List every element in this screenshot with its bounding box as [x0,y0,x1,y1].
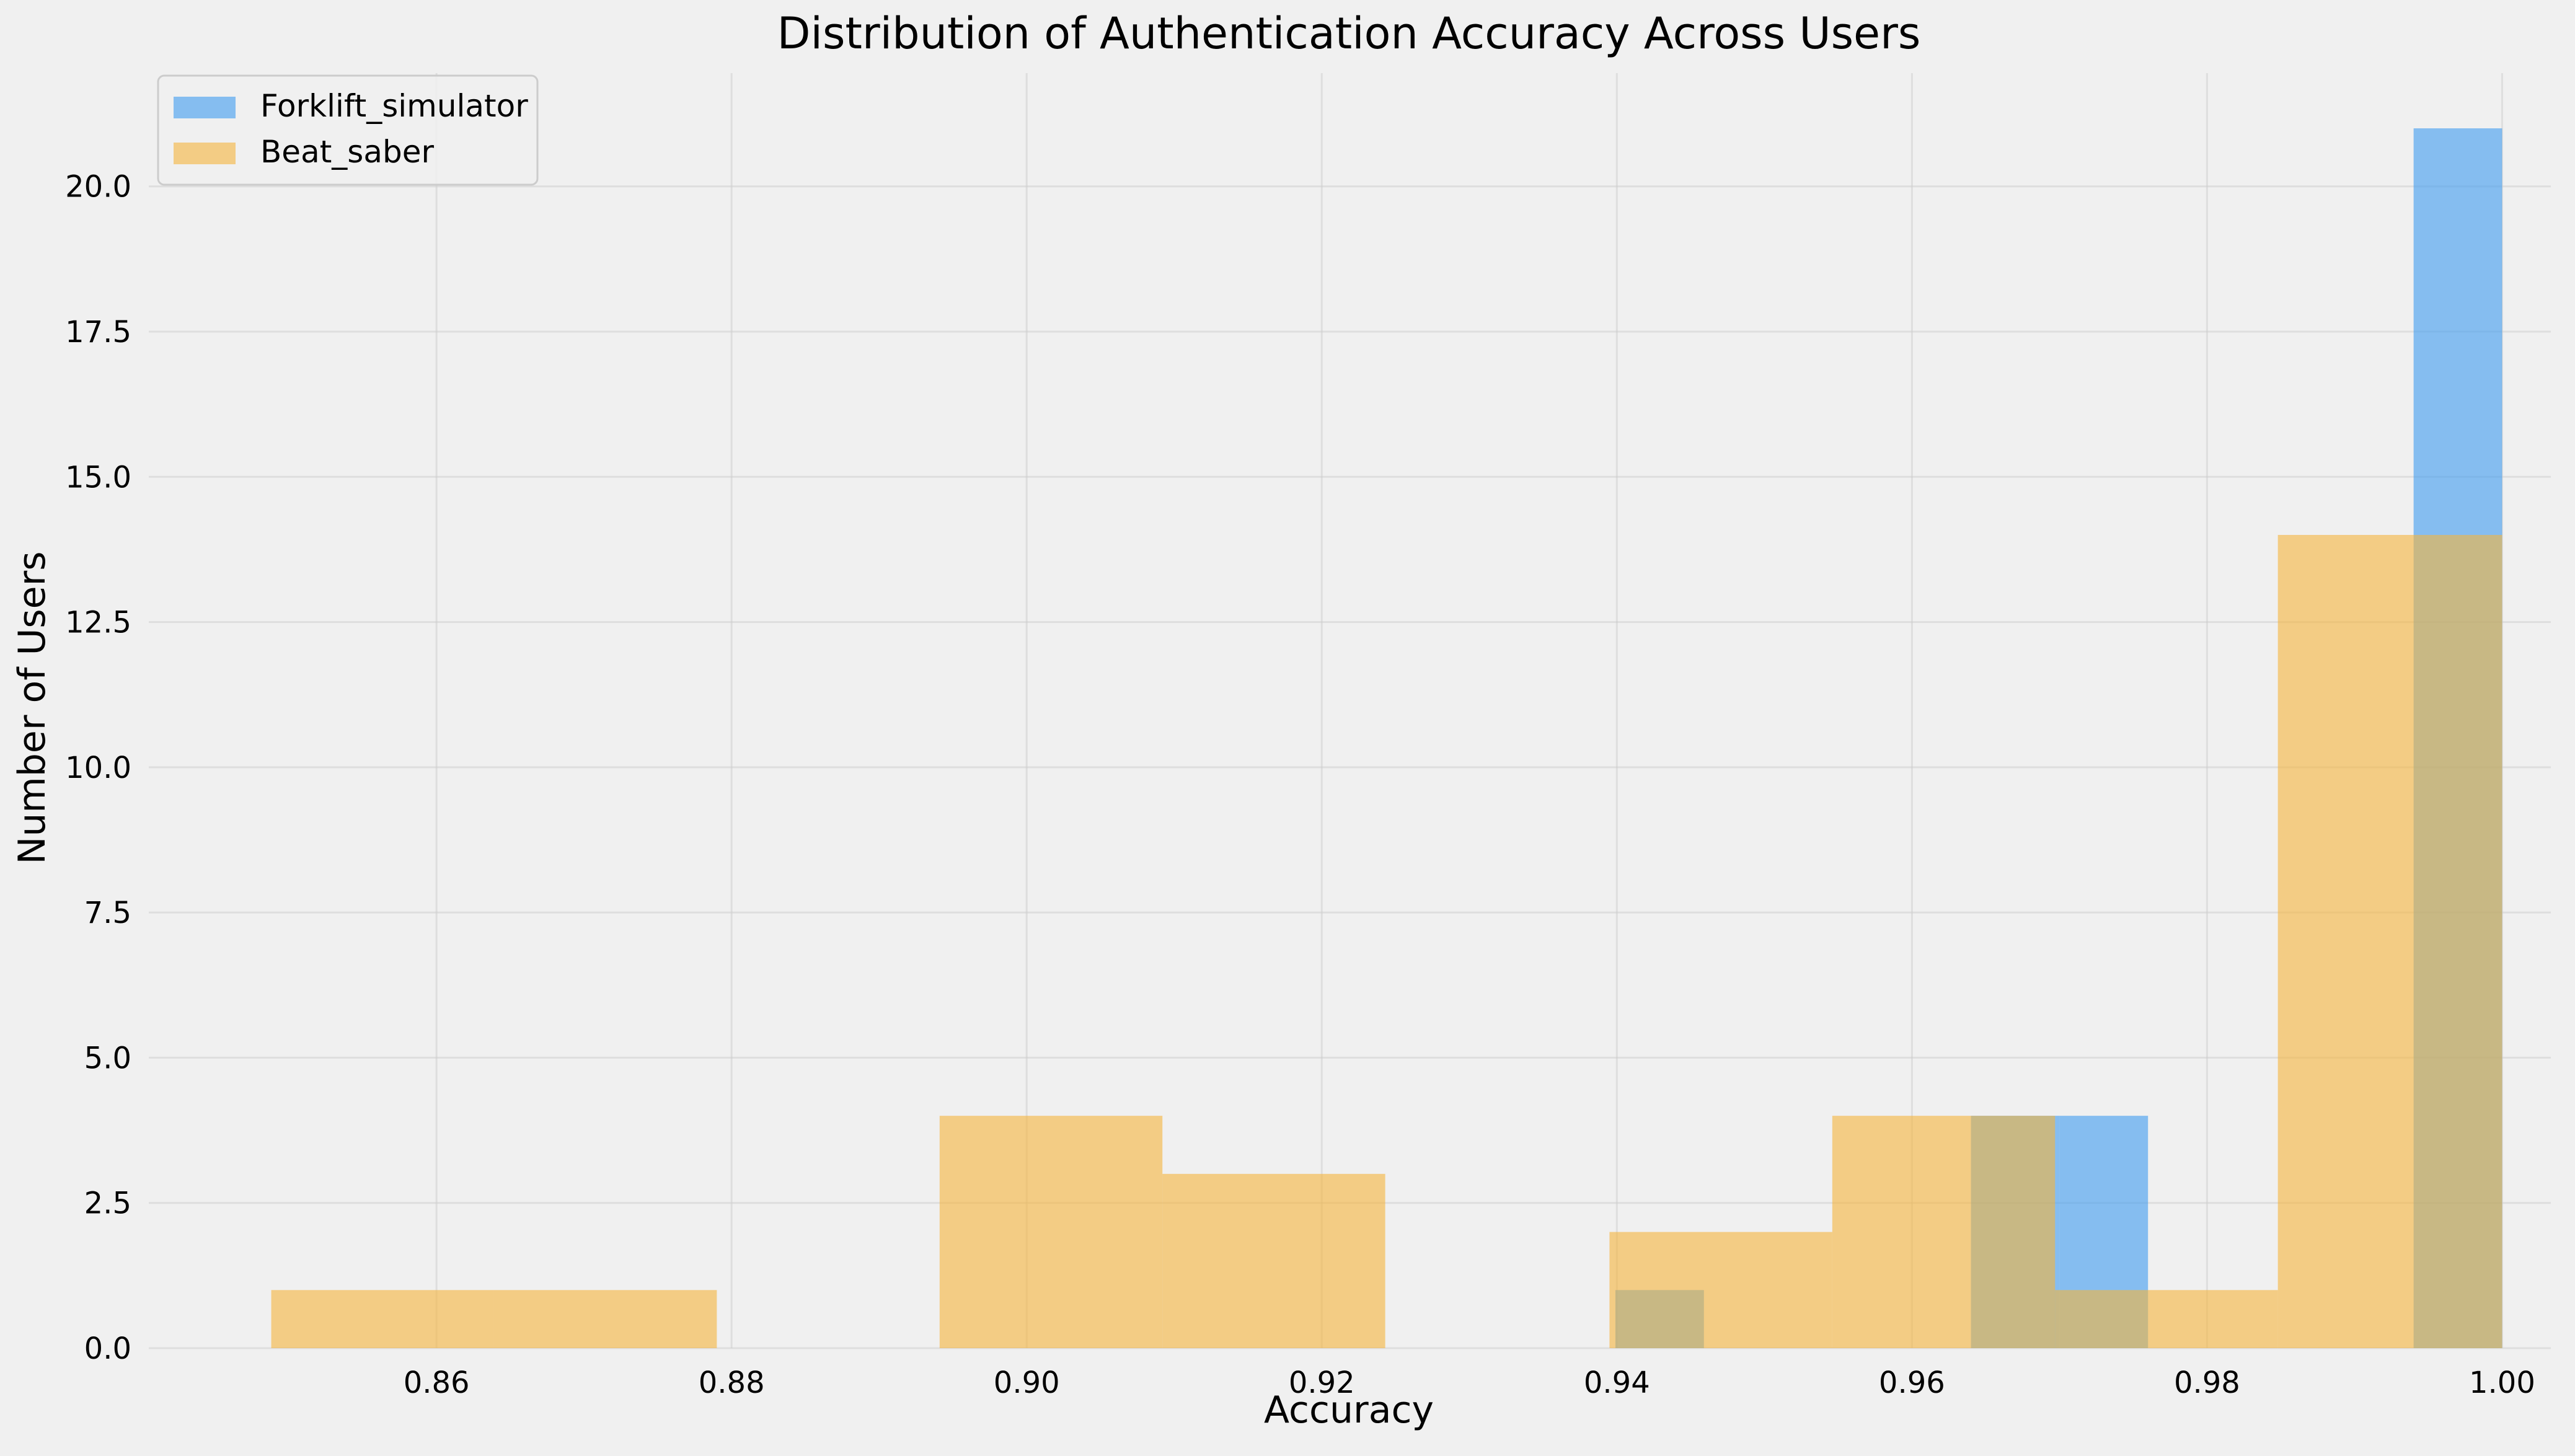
y-axis-label: Number of Users [11,551,54,864]
y-tick-label: 20.0 [65,170,131,205]
x-tick-label: 0.88 [699,1366,765,1400]
x-tick-label: 0.98 [2174,1366,2240,1400]
legend-label-forklift-simulator: Forklift_simulator [260,88,528,124]
x-tick-label: 1.00 [2469,1366,2535,1400]
histogram-bars [271,128,2502,1348]
legend-swatch-beat-saber [174,143,236,164]
y-tick-label: 12.5 [65,606,131,640]
histogram-bar-beat-saber [1609,1232,1832,1348]
legend-swatch-forklift-simulator [174,97,236,118]
histogram-bar-beat-saber [271,1290,494,1348]
series-beat-saber [271,535,2502,1348]
histogram-bar-beat-saber [939,1116,1163,1348]
y-tick-label: 10.0 [65,751,131,785]
legend: Forklift_simulator Beat_saber [157,74,539,186]
histogram-bar-beat-saber [1832,1116,2056,1348]
histogram-bar-beat-saber [2055,1290,2278,1348]
legend-label-beat-saber: Beat_saber [260,134,434,170]
y-tick-label: 7.5 [84,896,131,930]
histogram-bar-beat-saber [2277,535,2502,1348]
x-tick-label: 0.96 [1879,1366,1945,1400]
histogram-bar-beat-saber [1162,1173,1385,1348]
legend-frame [157,74,539,186]
x-tick-label: 0.94 [1584,1366,1650,1400]
y-tick-label: 5.0 [84,1041,131,1075]
axis-ticks: 0.86 0.88 0.90 0.92 0.94 0.96 0.98 1.00 0.0 2.5 5.… [65,170,2535,1400]
y-tick-label: 0.0 [84,1331,131,1366]
x-tick-label: 0.86 [404,1366,470,1400]
chart-title: Distribution of Authentication Accuracy … [777,8,1921,59]
histogram-bar-beat-saber [493,1290,717,1348]
x-tick-label: 0.90 [994,1366,1060,1400]
x-tick-label: 0.92 [1289,1366,1355,1400]
y-tick-label: 2.5 [84,1186,131,1221]
y-tick-label: 15.0 [65,460,131,495]
x-axis-label: Accuracy [1264,1388,1434,1432]
y-tick-label: 17.5 [65,315,131,350]
